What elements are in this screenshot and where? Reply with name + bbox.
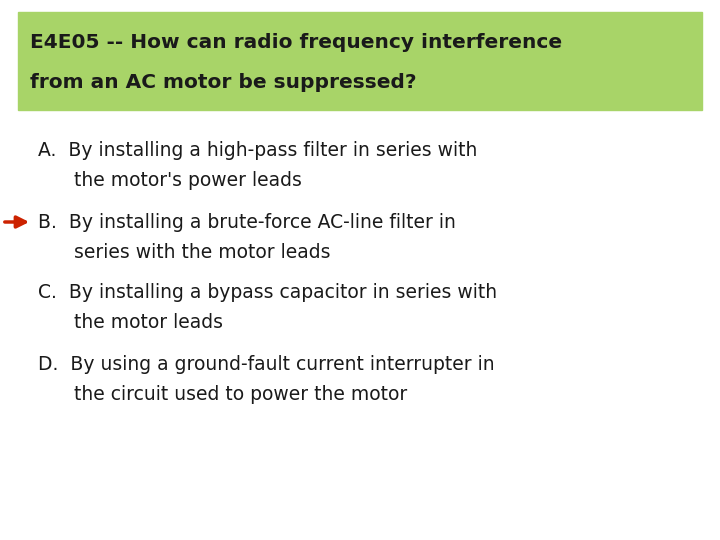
FancyBboxPatch shape	[18, 12, 702, 110]
Text: A.  By installing a high-pass filter in series with: A. By installing a high-pass filter in s…	[38, 140, 477, 159]
Text: the motor's power leads: the motor's power leads	[38, 171, 302, 190]
Text: the motor leads: the motor leads	[38, 313, 223, 332]
Text: D.  By using a ground-fault current interrupter in: D. By using a ground-fault current inter…	[38, 355, 495, 375]
Text: the circuit used to power the motor: the circuit used to power the motor	[38, 386, 408, 404]
Text: from an AC motor be suppressed?: from an AC motor be suppressed?	[30, 72, 416, 91]
Text: E4E05 -- How can radio frequency interference: E4E05 -- How can radio frequency interfe…	[30, 32, 562, 51]
Text: B.  By installing a brute-force AC-line filter in: B. By installing a brute-force AC-line f…	[38, 213, 456, 232]
Text: C.  By installing a bypass capacitor in series with: C. By installing a bypass capacitor in s…	[38, 282, 497, 301]
Text: series with the motor leads: series with the motor leads	[38, 242, 330, 261]
